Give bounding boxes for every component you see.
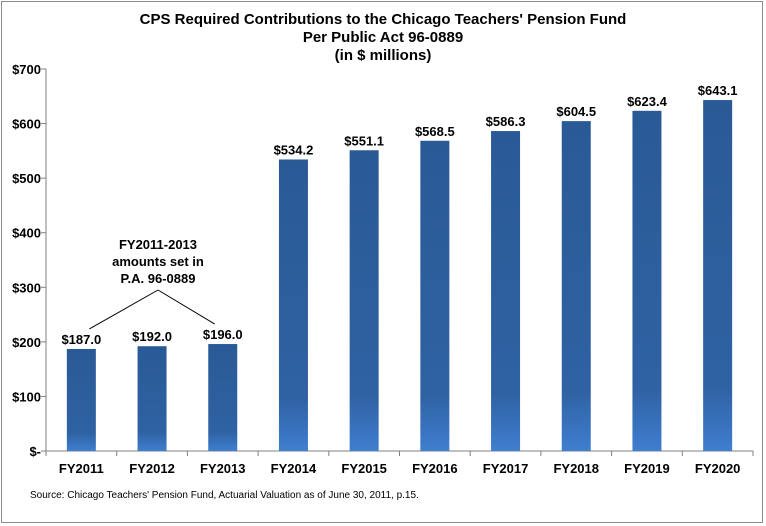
source-note: Source: Chicago Teachers' Pension Fund, … — [30, 490, 419, 501]
data-label-fy2014: $534.2 — [274, 142, 314, 157]
x-tick-label-fy2018: FY2018 — [553, 461, 599, 476]
bar-fy2011 — [66, 348, 96, 451]
annotation-text-line: P.A. 96-0889 — [121, 271, 196, 286]
bar-fy2019 — [632, 110, 662, 452]
y-tick-label: $400 — [12, 226, 41, 241]
annotation-text-line: amounts set in — [112, 254, 204, 269]
annotation-text-line: FY2011-2013 — [119, 237, 197, 252]
x-tick-label-fy2014: FY2014 — [271, 461, 317, 476]
bar-fy2013 — [208, 344, 238, 451]
bar-fy2018 — [561, 121, 591, 451]
x-tick-label-fy2011: FY2011 — [59, 461, 104, 476]
bar-fy2020 — [703, 100, 733, 451]
data-label-fy2016: $568.5 — [415, 124, 455, 139]
bar-fy2015 — [349, 150, 379, 452]
x-tick-label-fy2015: FY2015 — [341, 461, 387, 476]
x-tick-label-fy2012: FY2012 — [129, 461, 175, 476]
bar-fy2012 — [137, 346, 167, 451]
data-label-fy2015: $551.1 — [344, 133, 384, 148]
x-tick-label-fy2020: FY2020 — [695, 461, 741, 476]
data-label-fy2019: $623.4 — [627, 94, 668, 109]
y-tick-label: $500 — [12, 171, 41, 186]
data-label-fy2020: $643.1 — [698, 83, 738, 98]
annotation-leader-line — [157, 289, 216, 325]
chart-title-line-2: Per Public Act 96-0889 — [302, 29, 464, 46]
chart-title-line-1: CPS Required Contributions to the Chicag… — [139, 11, 627, 28]
y-tick-label: $- — [29, 444, 41, 459]
data-label-fy2012: $192.0 — [132, 329, 172, 344]
y-tick-label: $300 — [12, 280, 41, 295]
bar-fy2014 — [278, 159, 308, 451]
y-tick-label: $100 — [12, 389, 41, 404]
data-label-fy2018: $604.5 — [556, 104, 596, 119]
x-tick-label-fy2019: FY2019 — [624, 461, 670, 476]
data-label-fy2017: $586.3 — [486, 114, 526, 129]
data-label-fy2011: $187.0 — [61, 332, 101, 347]
x-tick-label-fy2016: FY2016 — [412, 461, 458, 476]
annotation-leader-line — [89, 289, 159, 330]
bar-fy2016 — [420, 140, 450, 452]
y-tick-label: $200 — [12, 335, 41, 350]
x-tick-label-fy2013: FY2013 — [200, 461, 246, 476]
bar-fy2017 — [491, 131, 521, 451]
y-tick-label: $700 — [12, 62, 41, 77]
y-tick-label: $600 — [12, 117, 41, 132]
x-tick-label-fy2017: FY2017 — [483, 461, 529, 476]
data-label-fy2013: $196.0 — [203, 327, 243, 342]
chart-title-line-3: (in $ millions) — [334, 47, 432, 64]
